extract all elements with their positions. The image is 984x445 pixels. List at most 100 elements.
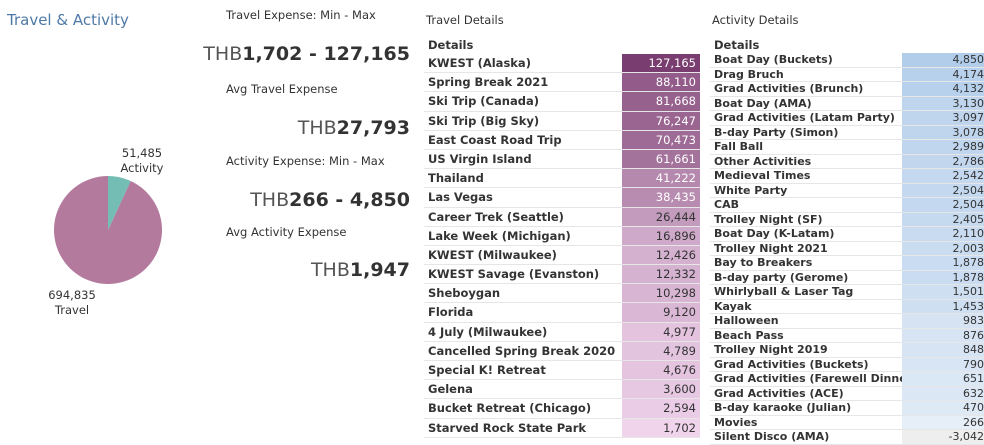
activity-avg-caption: Avg Activity Expense — [226, 225, 347, 239]
table-row[interactable]: Fall Ball 2,989 — [710, 140, 984, 155]
table-row[interactable]: Drag Bruch 4,174 — [710, 67, 984, 82]
row-label: 4 July (Milwaukee) — [428, 324, 548, 339]
table-row[interactable]: B-day karaoke (Julian) 470 — [710, 401, 984, 416]
activity-range-number: 266 - 4,850 — [289, 189, 410, 211]
row-value: 2,542 — [902, 169, 984, 183]
pie-chart[interactable]: 51,485 Activity 694,835 Travel — [0, 0, 220, 424]
table-row[interactable]: Movies 266 — [710, 415, 984, 430]
table-row[interactable]: Other Activities 2,786 — [710, 154, 984, 169]
row-value: 2,405 — [902, 212, 984, 226]
row-label: Cancelled Spring Break 2020 — [428, 343, 616, 358]
table-row[interactable]: Boat Day (AMA) 3,130 — [710, 96, 984, 111]
table-row[interactable]: Silent Disco (AMA) -3,042 — [710, 430, 984, 445]
table-row[interactable]: CAB 2,504 — [710, 198, 984, 213]
row-value: 848 — [902, 343, 984, 357]
row-label: Drag Bruch — [714, 67, 784, 81]
row-label: Trolley Night 2019 — [714, 343, 828, 356]
table-row[interactable]: Ski Trip (Canada) 81,668 — [424, 92, 700, 112]
table-row[interactable]: Trolley Night 2021 2,003 — [710, 241, 984, 256]
table-row[interactable]: Grad Activities (Farewell Dinner) 651 — [710, 372, 984, 387]
row-label: Starved Rock State Park — [428, 420, 587, 435]
row-value: 651 — [902, 372, 984, 386]
table-row[interactable]: Las Vegas 38,435 — [424, 188, 700, 208]
pie-travel-value: 694,835 — [48, 288, 96, 302]
row-label: Medieval Times — [714, 169, 811, 182]
travel-details-table: KWEST (Alaska) 127,165 Spring Break 2021 88… — [424, 54, 700, 438]
table-row[interactable]: Special K! Retreat 4,676 — [424, 361, 700, 381]
row-label: KWEST Savage (Evanston) — [428, 267, 600, 282]
row-value: -3,042 — [902, 430, 984, 444]
row-label: Whirlyball & Laser Tag — [714, 285, 854, 298]
row-label: Trolley Night (SF) — [714, 212, 823, 226]
table-row[interactable]: Thailand 41,222 — [424, 169, 700, 189]
table-row[interactable]: KWEST (Milwaukee) 12,426 — [424, 245, 700, 266]
table-row[interactable]: Gelena 3,600 — [424, 380, 700, 400]
row-label: Movies — [714, 415, 758, 429]
row-value: 88,110 — [622, 73, 700, 92]
row-label: CAB — [714, 198, 739, 211]
row-value: 61,661 — [622, 149, 700, 169]
row-value: 3,600 — [622, 380, 700, 399]
table-row[interactable]: Grad Activities (Buckets) 790 — [710, 357, 984, 372]
row-label: Grad Activities (Brunch) — [714, 82, 864, 95]
table-row[interactable]: Trolley Night 2019 848 — [710, 343, 984, 358]
table-row[interactable]: Ski Trip (Big Sky) 76,247 — [424, 111, 700, 131]
table-row[interactable]: Grad Activities (Latam Party) 3,097 — [710, 111, 984, 126]
row-value: 3,078 — [902, 125, 984, 139]
row-label: East Coast Road Trip — [428, 132, 562, 147]
table-row[interactable]: Spring Break 2021 88,110 — [424, 73, 700, 93]
row-label: Special K! Retreat — [428, 363, 546, 377]
activity-range-caption: Activity Expense: Min - Max — [226, 154, 385, 168]
table-row[interactable]: B-day Party (Simon) 3,078 — [710, 125, 984, 140]
table-row[interactable]: Lake Week (Michigan) 16,896 — [424, 226, 700, 246]
table-row[interactable]: Halloween 983 — [710, 314, 984, 329]
travel-details-title: Travel Details — [426, 13, 504, 27]
table-row[interactable]: Career Trek (Seattle) 26,444 — [424, 207, 700, 227]
row-value: 12,426 — [622, 245, 700, 265]
table-row[interactable]: Trolley Night (SF) 2,405 — [710, 212, 984, 227]
table-row[interactable]: Bucket Retreat (Chicago) 2,594 — [424, 399, 700, 419]
table-row[interactable]: Grad Activities (ACE) 632 — [710, 386, 984, 401]
table-row[interactable]: B-day party (Gerome) 1,878 — [710, 270, 984, 285]
table-row[interactable]: Cancelled Spring Break 2020 4,789 — [424, 341, 700, 361]
table-row[interactable]: KWEST (Alaska) 127,165 — [424, 54, 700, 74]
table-row[interactable]: Beach Pass 876 — [710, 328, 984, 343]
table-row[interactable]: Boat Day (Buckets) 4,850 — [710, 53, 984, 68]
row-label: Halloween — [714, 314, 779, 327]
pie-slice-travel[interactable] — [53, 176, 162, 284]
row-value: 1,702 — [622, 418, 700, 437]
pie-travel-label: Travel — [54, 303, 89, 317]
row-value: 81,668 — [622, 92, 700, 111]
row-value: 983 — [902, 314, 984, 328]
row-label: B-day party (Gerome) — [714, 270, 849, 284]
table-row[interactable]: Bay to Breakers 1,878 — [710, 256, 984, 271]
table-row[interactable]: Kayak 1,453 — [710, 299, 984, 314]
table-row[interactable]: Medieval Times 2,542 — [710, 169, 984, 184]
row-label: Sheboygan — [428, 286, 501, 301]
row-label: Gelena — [428, 382, 473, 397]
row-label: Lake Week (Michigan) — [428, 228, 571, 243]
table-row[interactable]: Florida 9,120 — [424, 303, 700, 323]
pie-slice-activity[interactable] — [108, 176, 131, 230]
row-label: Bucket Retreat (Chicago) — [428, 401, 592, 416]
table-row[interactable]: Whirlyball & Laser Tag 1,501 — [710, 285, 984, 300]
table-row[interactable]: Boat Day (K-Latam) 2,110 — [710, 227, 984, 242]
activity-details-title: Activity Details — [712, 13, 799, 27]
table-row[interactable]: 4 July (Milwaukee) 4,977 — [424, 322, 700, 342]
table-row[interactable]: Sheboygan 10,298 — [424, 284, 700, 304]
table-row[interactable]: Grad Activities (Brunch) 4,132 — [710, 82, 984, 97]
row-label: Boat Day (K-Latam) — [714, 227, 835, 240]
table-row[interactable]: East Coast Road Trip 70,473 — [424, 130, 700, 150]
row-value: 1,453 — [902, 299, 984, 313]
table-row[interactable]: KWEST Savage (Evanston) 12,332 — [424, 265, 700, 285]
row-value: 2,504 — [902, 183, 984, 197]
row-value: 1,878 — [902, 256, 984, 270]
pie-activity-value: 51,485 — [122, 146, 162, 160]
table-row[interactable]: US Virgin Island 61,661 — [424, 149, 700, 170]
row-label: Grad Activities (ACE) — [714, 386, 844, 400]
travel-avg-caption: Avg Travel Expense — [226, 82, 338, 96]
row-value: 9,120 — [622, 303, 700, 322]
table-row[interactable]: Starved Rock State Park 1,702 — [424, 418, 700, 438]
row-value: 266 — [902, 415, 984, 429]
table-row[interactable]: White Party 2,504 — [710, 183, 984, 198]
